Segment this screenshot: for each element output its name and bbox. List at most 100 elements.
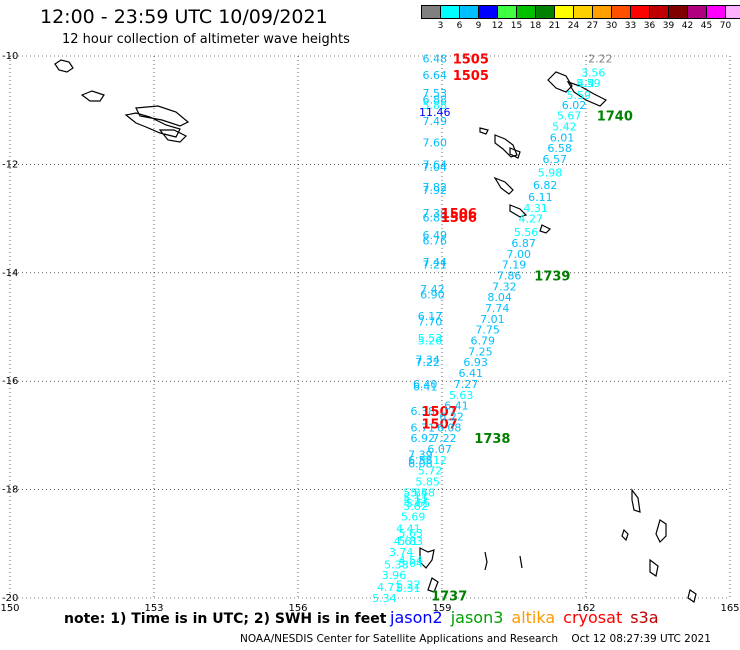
wave-height-value: 5.63 [449, 389, 474, 402]
wave-height-value: 7.00 [507, 248, 532, 261]
wave-height-value: 5.34 [372, 592, 397, 605]
wave-height-value: 6.48 [423, 53, 448, 66]
legend-swatch [440, 5, 459, 19]
wave-height-value: 7.86 [497, 270, 522, 283]
time-label: 1737 [431, 589, 467, 604]
wave-height-value: 7.75 [475, 324, 500, 337]
lat-label: -18 [2, 485, 18, 496]
wave-height-value: 7.44 [423, 256, 448, 269]
satellite-jason2: jason2 [390, 608, 443, 627]
wave-height-value: 5.69 [401, 511, 426, 524]
note-text: note: 1) Time is in UTC; 2) SWH is in fe… [64, 611, 387, 627]
legend-swatch [497, 5, 516, 19]
satellite-s3a: s3a [630, 608, 659, 627]
wave-height-value: 6.82 [533, 179, 558, 192]
wave-height-value: 6.08 [408, 458, 433, 471]
wave-height-value: 3.74 [389, 546, 414, 559]
lat-label: -16 [2, 376, 18, 387]
wave-height-value: 7.27 [454, 378, 479, 391]
wave-height-value: 5.22 [396, 578, 421, 591]
wave-height-value: 7.22 [415, 356, 440, 369]
wave-height-value: 6.88 [423, 93, 448, 106]
legend-label: 42 [681, 21, 694, 31]
wave-height-value: 5.67 [557, 110, 582, 123]
wave-height-value: 6.07 [427, 443, 452, 456]
wave-height-value: 7.34 [415, 354, 440, 367]
wave-height-value: 5.64 [399, 557, 424, 570]
wave-height-value: 6.22 [439, 410, 464, 423]
wave-height-value: 5.42 [552, 120, 577, 133]
legend-label: 24 [567, 21, 580, 31]
wave-height-value: 7.01 [480, 313, 505, 326]
wave-height-value: 5.26 [418, 335, 443, 348]
wave-height-value: 6.58 [547, 142, 572, 155]
wave-height-value: 7.70 [418, 316, 443, 329]
lat-label: -12 [2, 159, 18, 170]
time-label: 1506 [441, 207, 477, 222]
legend-label: 30 [605, 21, 618, 31]
wave-height-value: 6.41 [444, 400, 469, 413]
satellite-cryosat: cryosat [563, 608, 623, 627]
wave-height-value: 7.39 [423, 207, 448, 220]
legend-label: 6 [456, 21, 463, 31]
legend-label: 18 [529, 21, 542, 31]
wave-height-value: 6.38 [411, 405, 436, 418]
wave-height-value: 7.53 [423, 87, 448, 100]
wave-height-value: 5.59 [576, 77, 601, 90]
wave-height-value: 6.79 [471, 335, 496, 348]
wave-height-value: 6.40 [413, 378, 438, 391]
lon-label: 150 [0, 603, 19, 614]
legend-label: 45 [700, 21, 713, 31]
wave-height-value: 7.64 [423, 158, 448, 171]
wave-height-value: 7.22 [432, 432, 457, 445]
satellite-altika: altika [511, 608, 556, 627]
wave-height-value: 6.11 [528, 191, 553, 204]
wave-height-value: 5.59 [567, 89, 592, 102]
wave-height-value: 7.74 [485, 302, 510, 315]
track-jason3: 2.223.565.594.45.596.025.675.426.016.586… [372, 53, 633, 605]
wave-height-value: 5.11 [403, 492, 428, 505]
legend-swatch [649, 5, 668, 19]
wave-height-value: 4.54 [399, 554, 424, 567]
wave-height-value: 6.90 [420, 288, 445, 301]
lon-label: 162 [576, 603, 595, 614]
wave-height-value: 5.88 [423, 99, 448, 112]
wave-height-value: 5.63 [399, 527, 424, 540]
legend-swatch [535, 5, 554, 19]
wave-height-value: 5.85 [403, 486, 428, 499]
wave-height-value: 7.04 [423, 161, 448, 174]
legend-swatch [459, 5, 478, 19]
wave-height-value: 7.60 [423, 137, 448, 150]
wave-height-value: 6.64 [423, 69, 448, 82]
satellite-key: jason2 jason3 altika cryosat s3a [390, 608, 667, 627]
wave-height-value: 5.12 [423, 454, 448, 467]
wave-height-value: 5.31 [396, 582, 421, 595]
legend-swatch [725, 5, 740, 19]
wave-height-value: 7.39 [408, 448, 433, 461]
legend-label: 70 [719, 21, 732, 31]
legend-label: 9 [475, 21, 482, 31]
legend-label: 12 [491, 21, 504, 31]
wave-height-value: 7.25 [468, 345, 493, 358]
wave-height-value: 7.42 [420, 283, 445, 296]
wave-height-value: 5.72 [418, 465, 443, 478]
legend-swatch [668, 5, 687, 19]
wave-height-value: 4.41 [396, 523, 421, 536]
wave-height-value: 5.56 [514, 226, 539, 239]
time-label: 1738 [474, 432, 510, 447]
wave-height-value: 6.08 [437, 421, 462, 434]
wave-height-value: 7.49 [423, 115, 448, 128]
lon-label: 156 [288, 603, 307, 614]
time-label: 1507 [422, 417, 458, 432]
lon-label: 165 [720, 603, 739, 614]
time-label: 1739 [534, 270, 570, 285]
wave-height-value: 6.01 [550, 131, 575, 144]
map-title: 12:00 - 23:59 UTC 10/09/2021 [40, 6, 328, 28]
legend-swatch [421, 5, 440, 19]
wave-height-value: 5.82 [403, 500, 428, 513]
wave-height-value: 4.31 [523, 202, 548, 215]
wave-height-value: 5.83 [399, 535, 424, 548]
wave-height-value: 5.65 [406, 497, 431, 510]
